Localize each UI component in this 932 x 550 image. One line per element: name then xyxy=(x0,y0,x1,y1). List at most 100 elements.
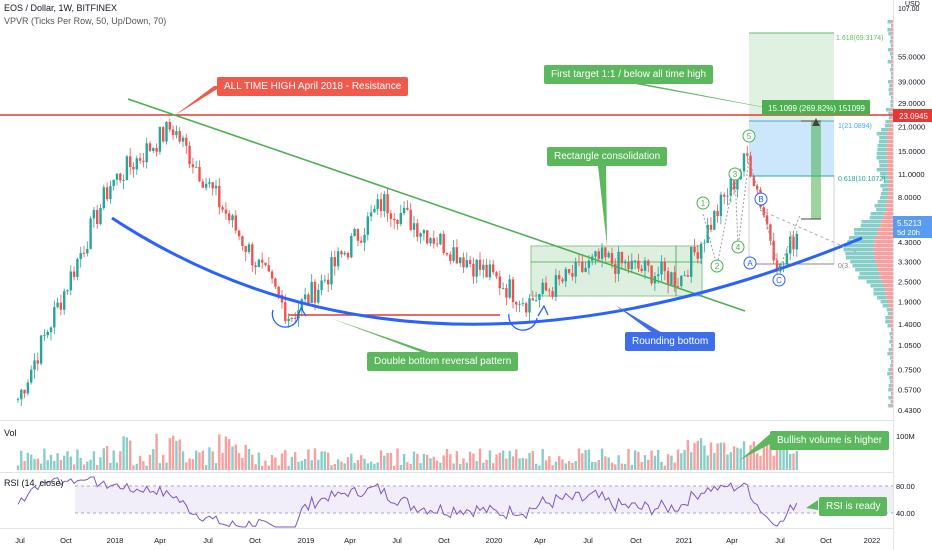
volume-pane-label[interactable]: Vol xyxy=(4,428,17,438)
candle-body xyxy=(228,213,231,221)
vpvr-bar-down xyxy=(879,272,893,276)
candle-body xyxy=(422,230,426,234)
volume-bar xyxy=(135,463,138,470)
candle-body xyxy=(495,272,498,277)
volume-bar xyxy=(188,458,191,470)
vpvr-bar-down xyxy=(888,300,893,304)
vpvr-bar-up xyxy=(870,284,884,288)
rsi-pane-label[interactable]: RSI (14, close) xyxy=(4,478,64,488)
wave-label: 2 xyxy=(715,262,720,271)
vpvr-bar-down xyxy=(891,340,893,344)
vpvr-bar-down xyxy=(887,164,893,168)
candle-body xyxy=(660,261,663,275)
volume-bar xyxy=(624,463,627,470)
vpvr-bar-up xyxy=(887,60,891,64)
vpvr-histogram xyxy=(843,20,893,408)
price-axis[interactable]: 55.0000 39.0000 29.0000 21.0000 15.0000 11.00… xyxy=(898,52,925,415)
volume-bar xyxy=(399,464,402,470)
candle-body xyxy=(39,335,43,364)
vpvr-bar-down xyxy=(891,368,893,372)
candle-body xyxy=(129,156,132,168)
candle-body xyxy=(409,209,412,230)
candle-body xyxy=(333,257,336,267)
volume-bar xyxy=(670,455,673,470)
candle-body xyxy=(99,208,102,224)
candle-body xyxy=(82,253,86,254)
main-pane[interactable] xyxy=(0,0,893,420)
candle-body xyxy=(59,302,63,310)
vpvr-bar-down xyxy=(886,156,893,160)
candle-body xyxy=(264,262,267,266)
candle-body xyxy=(432,238,435,244)
vpvr-bar-down xyxy=(879,276,893,280)
vpvr-bar-down xyxy=(891,68,893,72)
volume-bar xyxy=(637,451,640,470)
vpvr-bar-down xyxy=(886,208,893,212)
volume-bar xyxy=(178,439,181,470)
candle-body xyxy=(577,261,581,263)
candle-body xyxy=(785,253,789,264)
volume-bar xyxy=(571,462,574,470)
volume-bar xyxy=(449,454,452,470)
vpvr-bar-up xyxy=(873,292,886,296)
volume-bar xyxy=(521,457,525,470)
callout-rectangle: Rectangle consolidation xyxy=(547,147,668,166)
vpvr-bar-up xyxy=(890,36,893,40)
vpvr-bar-up xyxy=(888,404,892,408)
volume-bar xyxy=(280,453,284,470)
volume-bar xyxy=(686,440,690,470)
candle-body xyxy=(723,194,726,197)
time-tick-label: Jul xyxy=(392,536,402,545)
vpvr-bar-down xyxy=(877,268,893,272)
volume-bar xyxy=(155,433,158,470)
candle-body xyxy=(633,260,637,262)
candle-body xyxy=(162,127,165,142)
vpvr-bar-down xyxy=(892,72,893,76)
volume-bar xyxy=(43,448,46,470)
candle-body xyxy=(277,286,280,295)
volume-bar xyxy=(584,450,587,470)
vpvr-bar-up xyxy=(889,340,892,344)
candle-body xyxy=(620,251,624,264)
vpvr-bar-up xyxy=(888,388,892,392)
candle-body xyxy=(607,253,610,258)
volume-bar xyxy=(762,441,765,470)
vpvr-bar-down xyxy=(886,132,893,136)
volume-bar xyxy=(716,443,719,470)
candle-body xyxy=(218,185,221,208)
volume-bar xyxy=(69,456,72,470)
time-tick-label: 2021 xyxy=(676,536,693,545)
vpvr-bar-up xyxy=(859,272,880,276)
symbol-title[interactable]: EOS / Dollar, 1W, BITFINEX xyxy=(4,3,118,13)
vpvr-bar-up xyxy=(866,280,883,284)
candle-body xyxy=(478,259,482,270)
vpvr-bar-up xyxy=(876,132,887,136)
vpvr-bar-down xyxy=(891,384,893,388)
vpvr-bar-up xyxy=(891,96,893,100)
volume-bar xyxy=(171,435,175,470)
volume-bar xyxy=(723,442,726,470)
vpvr-bar-down xyxy=(888,304,893,308)
indicator-title[interactable]: VPVR (Ticks Per Row, 50, Up/Down, 70) xyxy=(4,16,167,26)
candle-body xyxy=(399,213,402,224)
volume-bar xyxy=(33,459,36,470)
candle-body xyxy=(237,230,241,237)
candle-body xyxy=(604,247,607,258)
candle-body xyxy=(340,251,343,255)
time-axis[interactable]: Jul Oct 2018 Apr Jul Oct 2019 Apr Jul Oct 2020 Apr J… xyxy=(15,536,880,545)
ath-pointer xyxy=(174,86,222,116)
candle-body xyxy=(294,318,297,319)
volume-bar xyxy=(726,454,729,470)
volume-bar xyxy=(478,448,482,470)
volume-bar xyxy=(317,459,320,470)
volume-bar xyxy=(422,453,426,470)
fib-label-1: 1(21.0894) xyxy=(838,123,872,130)
vpvr-bar-down xyxy=(889,320,893,324)
candle-body xyxy=(465,260,468,268)
volume-bar xyxy=(657,449,660,470)
vpvr-bar-up xyxy=(889,40,892,44)
volume-bar xyxy=(389,452,393,470)
price-tick-label: 4.3000 xyxy=(898,238,921,247)
time-tick-label: Oct xyxy=(630,536,643,545)
